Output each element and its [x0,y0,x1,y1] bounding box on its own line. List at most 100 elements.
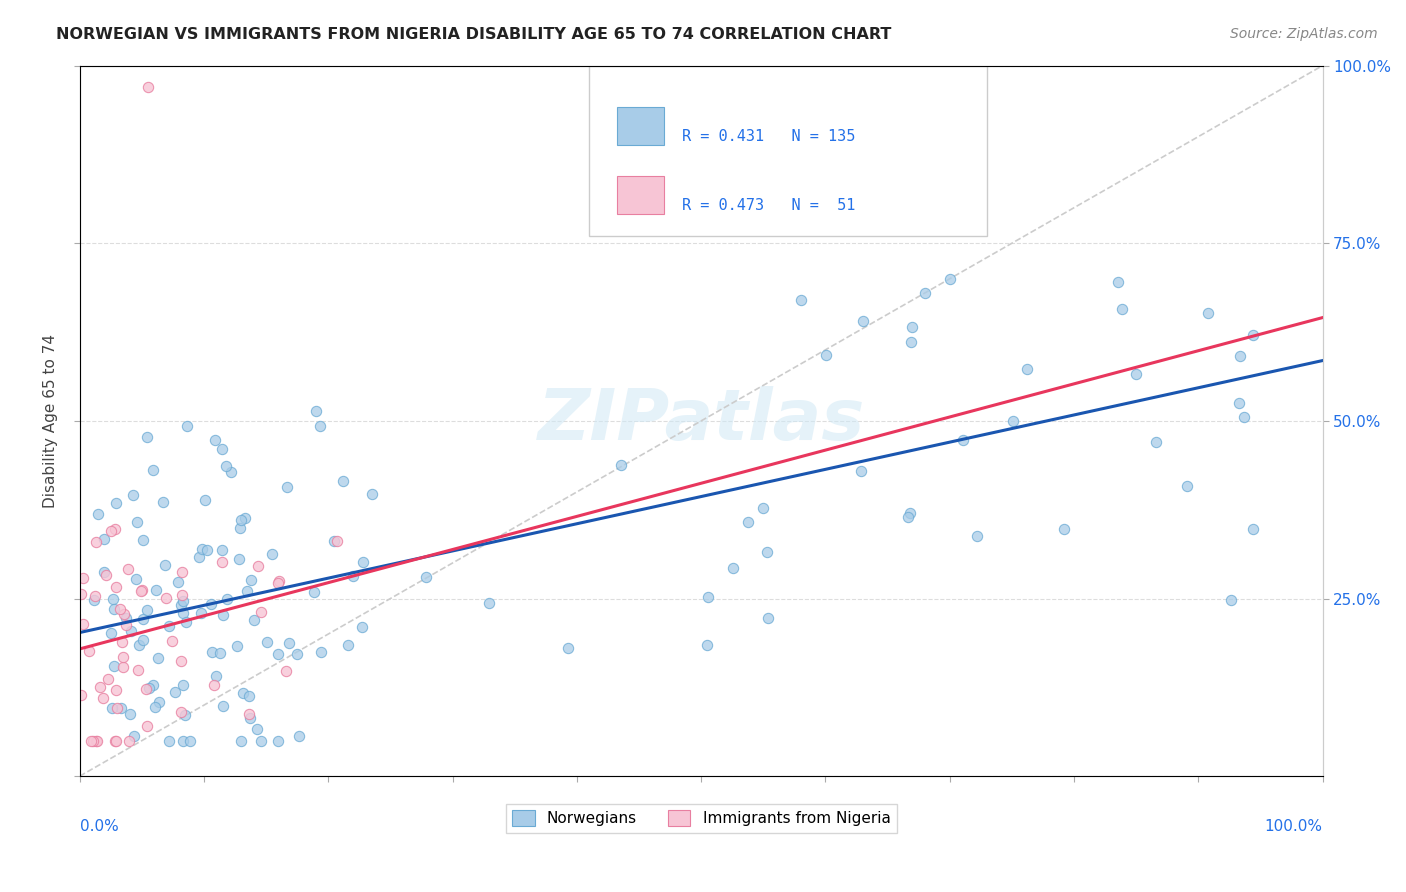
Norwegians [1107,276,1129,290]
Norwegians [83,593,105,607]
Immigrants from Nigeria [136,79,159,94]
Immigrants from Nigeria [110,602,132,616]
Norwegians [208,646,231,660]
Immigrants from Nigeria [86,733,108,747]
Norwegians [610,458,633,472]
Norwegians [148,651,170,665]
Norwegians [337,638,360,652]
Immigrants from Nigeria [170,705,193,719]
Immigrants from Nigeria [267,575,290,590]
Norwegians [1144,435,1167,450]
Bar [617,176,664,214]
Norwegians [100,626,122,640]
Norwegians [211,543,233,558]
Immigrants from Nigeria [91,690,114,705]
Norwegians [756,610,779,624]
Immigrants from Nigeria [100,524,122,538]
Immigrants from Nigeria [112,607,135,622]
Immigrants from Nigeria [105,580,128,594]
Norwegians [478,596,501,610]
Immigrants from Nigeria [89,680,111,694]
Norwegians [128,638,150,652]
Immigrants from Nigeria [135,682,157,697]
Norwegians [1241,522,1264,536]
Norwegians [952,433,974,447]
Norwegians [101,592,124,607]
Norwegians [172,678,194,692]
Norwegians [938,272,960,286]
Norwegians [342,569,364,583]
Immigrants from Nigeria [131,583,153,598]
Text: NORWEGIAN VS IMMIGRANTS FROM NIGERIA DISABILITY AGE 65 TO 74 CORRELATION CHART: NORWEGIAN VS IMMIGRANTS FROM NIGERIA DIS… [56,27,891,42]
Norwegians [285,648,308,662]
Norwegians [229,513,252,527]
Norwegians [897,510,920,524]
Immigrants from Nigeria [129,584,152,599]
Norwegians [1017,362,1039,376]
Norwegians [200,597,222,611]
Text: R = 0.473   N =  51: R = 0.473 N = 51 [682,198,856,213]
Norwegians [215,458,238,473]
Norwegians [212,699,235,714]
Immigrants from Nigeria [104,522,127,536]
Immigrants from Nigeria [211,555,233,569]
Norwegians [157,619,180,633]
Norwegians [277,636,299,650]
Immigrants from Nigeria [155,591,177,606]
Norwegians [165,684,187,698]
Text: Source: ZipAtlas.com: Source: ZipAtlas.com [1230,27,1378,41]
Norwegians [721,561,744,575]
Norwegians [352,620,374,634]
Norwegians [157,733,180,747]
Norwegians [143,700,166,714]
Norwegians [136,603,159,617]
Norwegians [103,602,125,616]
Norwegians [1197,306,1219,320]
FancyBboxPatch shape [589,66,987,236]
Norwegians [115,611,138,625]
Norwegians [1125,367,1147,381]
Immigrants from Nigeria [84,733,107,747]
Norwegians [1175,479,1198,493]
Norwegians [93,532,115,546]
Norwegians [87,507,110,521]
Immigrants from Nigeria [97,672,120,686]
Norwegians [176,615,198,629]
Norwegians [229,520,252,534]
Immigrants from Nigeria [160,633,183,648]
Norwegians [219,465,242,479]
Norwegians [191,541,214,556]
Norwegians [1241,327,1264,342]
Immigrants from Nigeria [72,571,94,585]
Norwegians [174,708,197,723]
Norwegians [132,612,155,626]
Norwegians [190,606,212,620]
Norwegians [226,640,249,654]
Norwegians [195,543,218,558]
Immigrants from Nigeria [136,718,159,732]
Immigrants from Nigeria [250,606,273,620]
Norwegians [849,464,872,478]
Norwegians [93,565,115,579]
Immigrants from Nigeria [111,660,134,674]
Immigrants from Nigeria [94,568,117,582]
Norwegians [120,707,142,722]
Norwegians [1229,349,1251,363]
Immigrants from Nigeria [105,682,128,697]
Norwegians [752,501,775,516]
Immigrants from Nigeria [170,654,193,668]
Norwegians [103,658,125,673]
Immigrants from Nigeria [82,733,104,747]
Immigrants from Nigeria [247,559,270,574]
Norwegians [217,591,239,606]
Norwegians [276,480,298,494]
Immigrants from Nigeria [105,700,128,714]
Norwegians [132,633,155,648]
Norwegians [246,723,269,737]
Norwegians [100,700,122,714]
Norwegians [179,733,201,747]
Immigrants from Nigeria [170,588,193,602]
Norwegians [172,606,194,620]
Norwegians [696,590,718,604]
Norwegians [127,515,149,529]
